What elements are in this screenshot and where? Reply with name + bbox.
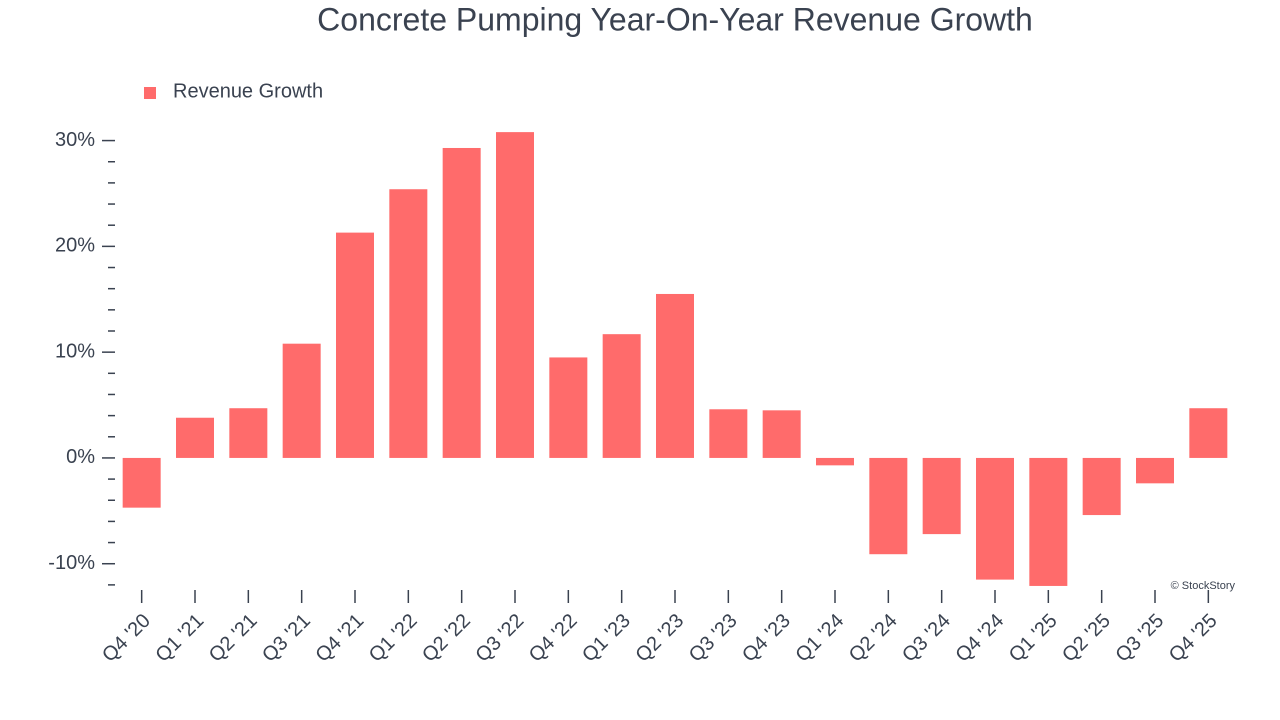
bar [389,189,428,458]
bar [1082,457,1121,516]
bar [869,457,908,555]
bar [496,132,534,458]
x-tick-label: Q3 '22 [471,610,528,667]
bar [549,357,588,458]
x-tick-label: Q1 '23 [578,610,635,667]
bar [282,343,321,458]
x-tick-label: Q1 '24 [791,610,848,667]
x-tick-label: Q1 '21 [151,610,208,667]
bar [229,408,268,458]
x-tick-label: Q3 '23 [685,610,742,667]
x-tick-label: Q1 '25 [1005,610,1062,667]
bar [442,147,481,458]
x-tick-label: Q4 '25 [1165,610,1222,667]
bar [816,457,854,466]
bar [656,293,694,458]
bar [976,457,1014,580]
bar [602,334,641,458]
bar [922,457,961,535]
bar [336,232,374,458]
y-tick-label: 20% [55,235,95,257]
y-tick-label: 30% [55,129,95,151]
bar [762,410,801,458]
bar [122,457,161,508]
bar [1029,457,1068,586]
x-tick-label: Q3 '21 [258,610,315,667]
legend-label: Revenue Growth [173,80,323,102]
x-tick-label: Q2 '23 [631,610,688,667]
x-tick-label: Q2 '24 [845,610,902,667]
bar [709,409,748,458]
x-tick-label: Q4 '22 [525,610,582,667]
bar [1189,408,1228,458]
x-tick-label: Q2 '25 [1058,610,1115,667]
x-tick-label: Q2 '21 [205,610,262,667]
x-tick-label: Q4 '20 [98,610,155,667]
x-tick-label: Q2 '22 [418,610,475,667]
bar [176,417,214,458]
bar [1136,457,1174,484]
x-tick-label: Q1 '22 [365,610,422,667]
x-tick-label: Q3 '25 [1111,610,1168,667]
y-tick-label: -10% [48,552,95,574]
x-tick-label: Q4 '23 [738,610,795,667]
x-tick-label: Q4 '21 [311,610,368,667]
x-tick-label: Q3 '24 [898,610,955,667]
x-tick-label: Q4 '24 [951,610,1008,667]
credit: © StockStory [1171,580,1236,592]
chart-title: Concrete Pumping Year-On-Year Revenue Gr… [317,1,1033,37]
y-tick-label: 0% [66,446,95,468]
legend-swatch [144,87,156,99]
y-tick-label: 10% [55,340,95,362]
